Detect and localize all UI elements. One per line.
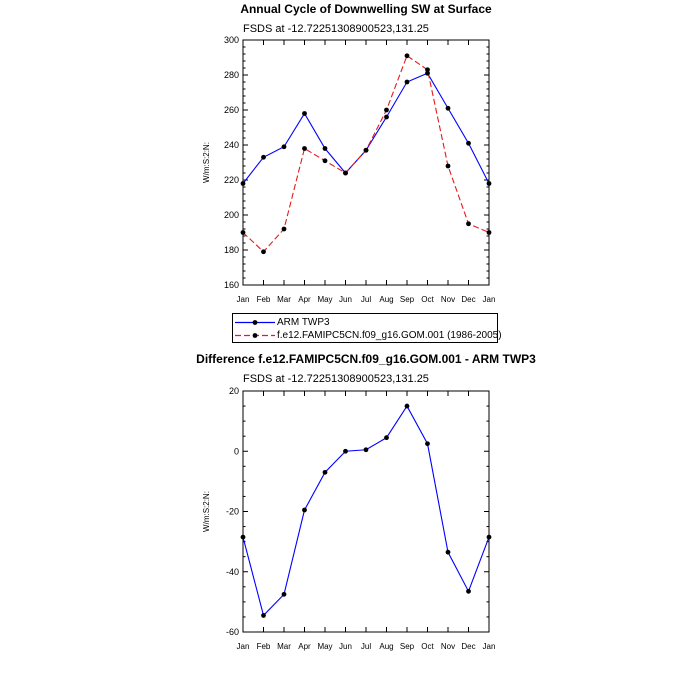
x-tick-label: May — [317, 642, 332, 651]
data-point-series-0 — [404, 403, 410, 409]
plot-frame — [242, 39, 490, 286]
x-tick-label: Apr — [298, 295, 311, 304]
x-tick-label: Jul — [361, 642, 371, 651]
x-tick-label: Jun — [339, 642, 352, 651]
chart-subtitle: FSDS at -12.72251308900523,131.25 — [243, 23, 429, 35]
data-point-series-1 — [240, 230, 246, 235]
data-point-series-0 — [343, 448, 348, 454]
x-tick-label: Dec — [461, 642, 475, 651]
legend: ARM TWP3 f.e12.FAMIPC5CN.f09_g16.GOM.001… — [232, 313, 502, 343]
data-point-series-0 — [384, 435, 389, 441]
data-point-series-0 — [281, 591, 287, 597]
y-tick-label: 240 — [224, 140, 239, 150]
y-axis-label: W/m:S:2:N: — [202, 491, 211, 532]
y-tick-label: 160 — [224, 280, 239, 290]
data-point-series-1 — [445, 163, 451, 169]
data-point-series-0 — [240, 181, 246, 186]
chart-subtitle: FSDS at -12.72251308900523,131.25 — [243, 373, 429, 385]
x-tick-label: Nov — [441, 642, 455, 651]
legend-entry-arm-twp3: ARM TWP3 — [233, 316, 497, 329]
x-tick-label: Oct — [421, 642, 434, 651]
x-tick-label: Jan — [483, 642, 496, 651]
x-tick-label: Oct — [421, 295, 434, 304]
x-tick-label: Feb — [257, 295, 271, 304]
x-tick-label: Jan — [483, 295, 496, 304]
y-tick-label: 280 — [224, 70, 239, 80]
data-point-series-0 — [384, 114, 389, 120]
series-line-0 — [242, 404, 490, 617]
data-point-series-0 — [302, 111, 307, 116]
y-tick-label: 180 — [224, 245, 239, 255]
data-point-series-1 — [302, 146, 307, 151]
y-tick-label: -20 — [226, 507, 239, 517]
y-tick-label: 220 — [224, 175, 239, 185]
data-point-series-0 — [363, 447, 369, 453]
data-point-series-0 — [425, 70, 430, 76]
series-line-1 — [242, 54, 490, 253]
legend-swatch-solid-blue — [235, 320, 275, 325]
data-point-series-0 — [486, 181, 492, 186]
data-point-series-0 — [322, 469, 328, 475]
y-axis-label: W/m:S:2:N: — [202, 142, 211, 183]
data-point-series-0 — [486, 534, 492, 540]
x-tick-label: Sep — [400, 295, 415, 304]
data-point-series-0 — [445, 549, 451, 555]
x-tick-label: Jan — [237, 295, 250, 304]
data-point-series-1 — [363, 147, 369, 153]
chart-title: Difference f.e12.FAMIPC5CN.f09_g16.GOM.0… — [196, 352, 536, 366]
x-tick-label: Sep — [400, 642, 415, 651]
data-point-series-0 — [425, 441, 430, 447]
data-point-series-1 — [466, 221, 471, 227]
data-point-series-0 — [466, 140, 471, 146]
x-tick-label: Jan — [237, 642, 250, 651]
series-line-0 — [242, 72, 490, 184]
data-point-series-0 — [404, 79, 410, 85]
x-tick-label: Jul — [361, 295, 371, 304]
x-tick-label: May — [317, 295, 332, 304]
x-tick-label: Dec — [461, 295, 475, 304]
data-point-series-1 — [343, 170, 348, 176]
x-tick-label: Nov — [441, 295, 455, 304]
data-point-series-0 — [445, 105, 451, 111]
x-tick-label: Jun — [339, 295, 352, 304]
y-tick-label: 20 — [229, 386, 239, 396]
chart-title: Annual Cycle of Downwelling SW at Surfac… — [240, 2, 492, 16]
data-point-series-1 — [281, 226, 287, 232]
data-point-series-0 — [261, 613, 266, 618]
data-point-series-0 — [322, 146, 328, 151]
data-point-series-0 — [302, 507, 307, 513]
y-tick-label: 200 — [224, 210, 239, 220]
legend-swatch-dashed-red — [235, 333, 275, 338]
legend-label-model: f.e12.FAMIPC5CN.f09_g16.GOM.001 (1986-20… — [277, 330, 502, 341]
x-tick-label: Apr — [298, 642, 311, 651]
data-point-series-1 — [261, 249, 266, 255]
data-point-series-1 — [425, 67, 430, 73]
x-tick-label: Mar — [277, 642, 291, 651]
data-point-series-1 — [384, 107, 389, 113]
data-point-series-0 — [466, 588, 471, 594]
y-tick-label: 260 — [224, 105, 239, 115]
x-tick-label: Feb — [257, 642, 271, 651]
legend-entry-model: f.e12.FAMIPC5CN.f09_g16.GOM.001 (1986-20… — [233, 329, 502, 342]
x-tick-label: Mar — [277, 295, 291, 304]
y-tick-label: -60 — [226, 627, 239, 637]
y-tick-label: 300 — [224, 35, 239, 45]
plot-frame — [242, 390, 490, 633]
x-tick-label: Aug — [379, 642, 393, 651]
data-point-series-0 — [240, 534, 246, 540]
data-point-series-1 — [322, 158, 328, 164]
y-tick-label: -40 — [226, 567, 239, 577]
y-tick-label: 0 — [234, 446, 239, 456]
data-point-series-1 — [486, 230, 492, 235]
legend-label-arm-twp3: ARM TWP3 — [277, 317, 330, 328]
data-point-series-0 — [281, 144, 287, 150]
data-point-series-1 — [404, 53, 410, 59]
x-tick-label: Aug — [379, 295, 393, 304]
data-point-series-0 — [261, 154, 266, 160]
